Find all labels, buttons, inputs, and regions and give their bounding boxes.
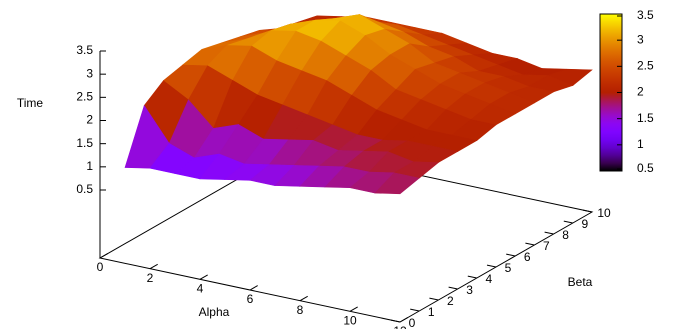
x-tick-label: 0: [97, 260, 104, 274]
colorbar-tick-label: 1.5: [637, 111, 654, 125]
y-tick-label: 7: [543, 239, 550, 253]
y-tick-label: 4: [485, 272, 492, 286]
y-tick: [563, 220, 573, 224]
y-tick: [544, 231, 554, 235]
x-tick-label: 6: [247, 292, 254, 306]
x-tick-label: 8: [297, 303, 304, 317]
y-tick: [467, 275, 477, 279]
y-tick-label: 10: [597, 206, 611, 220]
colorbar-tick-label: 2: [637, 85, 644, 99]
z-tick-label: 3: [86, 66, 93, 80]
z-tick-label: 0.5: [76, 182, 93, 196]
x-tick-label: 2: [147, 271, 154, 285]
y-tick-label: 8: [562, 228, 569, 242]
y-tick-label: 2: [447, 294, 454, 308]
x-tick: [349, 306, 358, 312]
x-tick: [199, 274, 208, 280]
colorbar-tick-label: 2.5: [637, 59, 654, 73]
z-tick-label: 1: [86, 159, 93, 173]
y-tick-label: 0: [409, 316, 416, 329]
axes: 0246810120123456789100.511.522.533.5: [76, 43, 611, 329]
x-tick: [399, 317, 408, 323]
z-tick-label: 1.5: [76, 136, 93, 150]
y-tick-label: 3: [466, 283, 473, 297]
x-tick: [299, 295, 308, 302]
y-tick: [448, 286, 458, 290]
y-tick: [506, 253, 516, 257]
y-axis-label: Beta: [568, 275, 593, 289]
x-tick: [149, 263, 158, 270]
z-tick-label: 2: [86, 113, 93, 127]
surface-cell: [374, 172, 420, 195]
y-tick-label: 9: [581, 217, 588, 231]
x-tick: [249, 285, 258, 291]
x-tick-label: 10: [343, 314, 357, 328]
colorbar-tick-label: 3.5: [637, 8, 654, 22]
z-axis-label: Time: [17, 96, 44, 110]
surface: [124, 14, 593, 195]
y-tick: [390, 319, 401, 323]
x-axis-label: Alpha: [199, 305, 230, 319]
x-tick-label: 12: [393, 324, 407, 329]
colorbar-tick-label: 3: [637, 32, 644, 46]
z-tick-label: 2.5: [76, 90, 93, 104]
y-tick-label: 1: [428, 305, 435, 319]
y-tick: [582, 209, 593, 213]
colorbar-tick-label: 0.5: [637, 161, 654, 175]
x-tick: [99, 253, 108, 259]
colorbar-tick-label: 1: [637, 137, 644, 151]
y-tick: [525, 242, 535, 246]
y-tick: [429, 297, 439, 301]
y-tick: [486, 264, 497, 268]
y-tick: [410, 308, 420, 312]
x-tick-label: 4: [197, 282, 204, 296]
y-tick-label: 5: [505, 261, 512, 275]
y-tick-label: 6: [524, 250, 531, 264]
z-tick-label: 3.5: [76, 43, 93, 57]
